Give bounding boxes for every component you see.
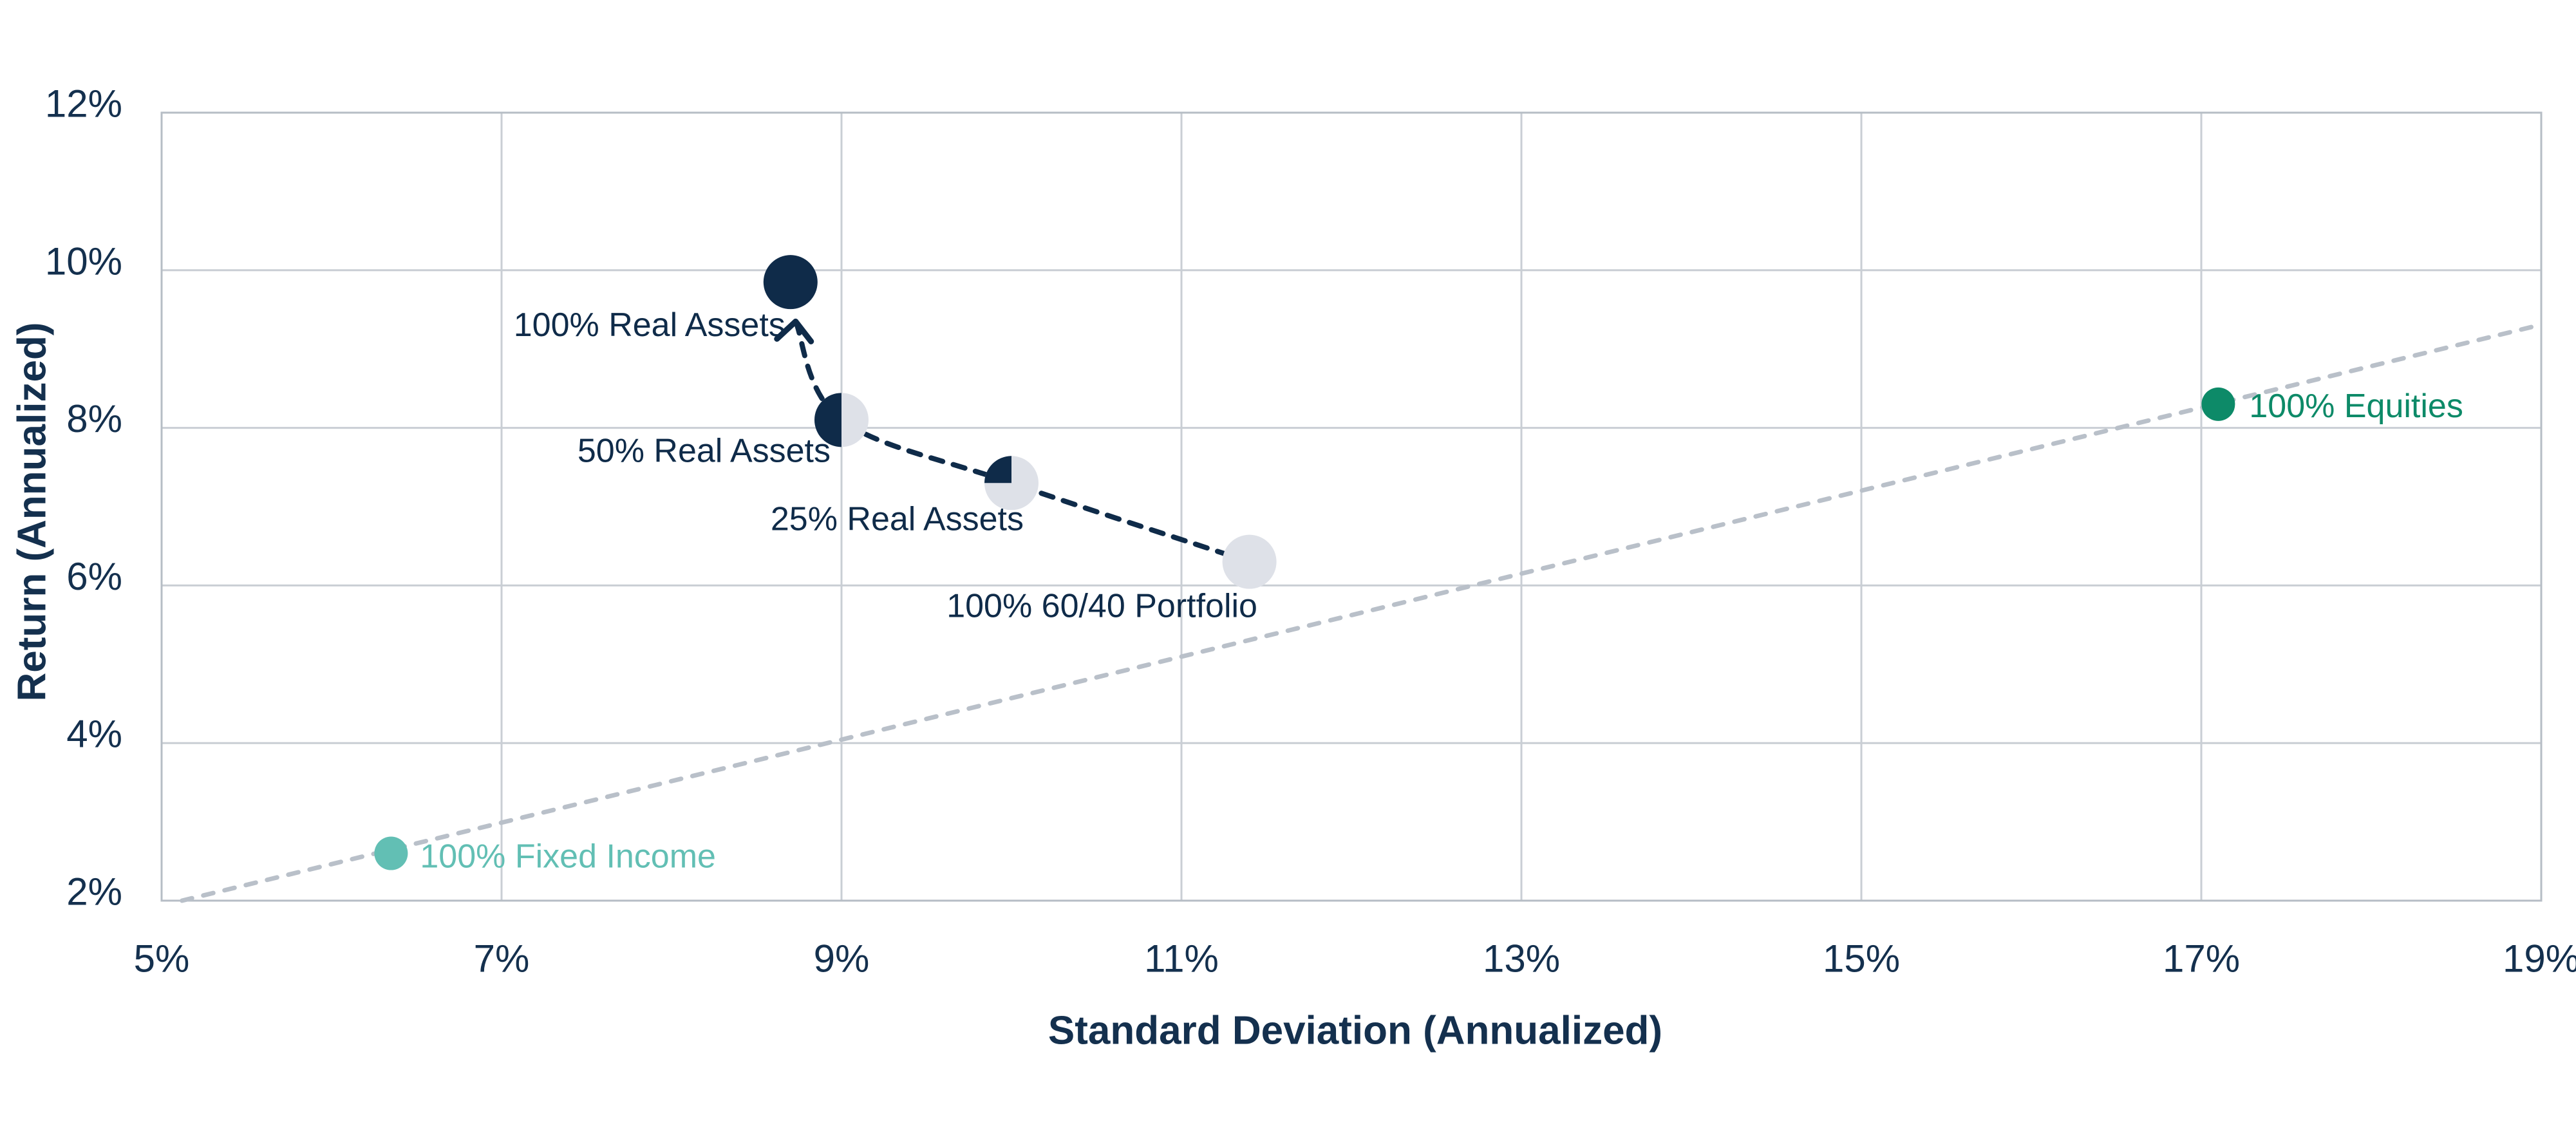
y-tick-labels: 2% 4% 6% 8% 10% 12% <box>45 82 122 914</box>
y-tick-6: 6% <box>66 555 122 598</box>
point-label-real-assets-100: 100% Real Assets <box>514 306 785 344</box>
y-tick-12: 12% <box>45 82 122 126</box>
point-label-fixed-income-100: 100% Fixed Income <box>420 838 716 876</box>
x-tick-5: 5% <box>134 937 190 980</box>
x-tick-7: 7% <box>474 937 530 980</box>
y-axis-title: Return (Annualized) <box>10 323 55 702</box>
x-tick-19: 19% <box>2503 937 2576 980</box>
efficient-frontier-curve-layer <box>774 318 1252 565</box>
x-axis-title: Standard Deviation (Annualized) <box>1048 1009 1662 1053</box>
y-tick-8: 8% <box>66 397 122 440</box>
x-tick-9: 9% <box>814 937 870 980</box>
point-label-real-assets-50: 50% Real Assets <box>578 432 831 469</box>
arrow-up-icon <box>774 318 814 344</box>
efficient-frontier-curve <box>793 319 1252 565</box>
data-point-equities-100 <box>2201 387 2235 421</box>
x-tick-15: 15% <box>1823 937 1900 980</box>
x-tick-labels: 5% 7% 9% 11% 13% 15% 17% 19% <box>134 937 2576 980</box>
y-tick-4: 4% <box>66 713 122 756</box>
plot-border <box>160 111 2543 902</box>
data-point-portfolio-60-40 <box>1222 534 1277 589</box>
x-tick-13: 13% <box>1483 937 1560 980</box>
data-points-layer <box>374 255 2235 870</box>
x-tick-11: 11% <box>1144 937 1219 980</box>
capital-market-line <box>180 322 2544 903</box>
y-tick-10: 10% <box>45 239 122 283</box>
capital-market-line-layer <box>180 322 2544 903</box>
data-point-wedge-real-assets-50 <box>814 393 841 447</box>
data-point-fixed-income-100 <box>374 836 408 870</box>
y-tick-2: 2% <box>66 870 122 914</box>
data-point-wedge-real-assets-100 <box>763 255 818 310</box>
point-label-equities-100: 100% Equities <box>2249 388 2463 425</box>
gridlines <box>162 113 2541 901</box>
point-label-portfolio-60-40: 100% 60/40 Portfolio <box>946 588 1257 625</box>
data-point-wedge-real-assets-25 <box>984 456 1011 483</box>
point-labels-layer: 100% Real Assets 50% Real Assets 25% Real … <box>420 306 2463 875</box>
x-tick-17: 17% <box>2163 937 2240 980</box>
point-label-real-assets-25: 25% Real Assets <box>771 500 1024 538</box>
